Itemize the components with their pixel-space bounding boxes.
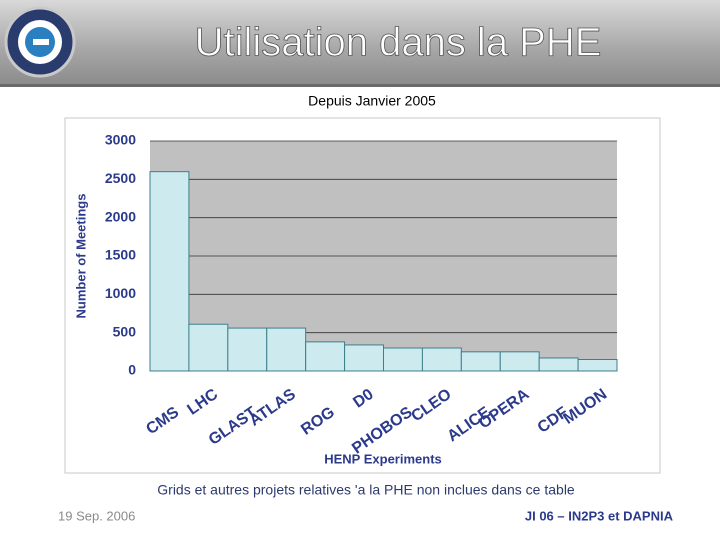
caption: Grids et autres projets relatives 'a la … [157, 482, 575, 498]
bar [499, 351, 540, 372]
bar [227, 327, 268, 372]
y-axis-title: Number of Meetings [73, 194, 88, 319]
bar [149, 171, 190, 372]
header-band [0, 0, 720, 84]
y-tick-label: 1000 [105, 285, 136, 301]
footer-date: 19 Sep. 2006 [58, 508, 135, 523]
y-tick-label: 3000 [105, 132, 136, 148]
bar [266, 327, 307, 372]
y-tick-label: 1500 [105, 247, 136, 263]
bar [305, 341, 346, 372]
slide-title: Utilisation dans la PHE [195, 21, 602, 65]
bar [188, 323, 229, 372]
bar [538, 357, 579, 372]
logo [4, 6, 76, 78]
x-axis-title: HENP Experiments [324, 451, 442, 466]
bar [344, 344, 385, 372]
bar [421, 347, 462, 372]
y-tick-label: 2500 [105, 170, 136, 186]
header-rule [0, 84, 720, 87]
y-tick-label: 2000 [105, 208, 136, 224]
bar [460, 351, 501, 372]
bar [383, 347, 423, 372]
y-tick-label: 0 [128, 362, 136, 378]
y-tick-label: 500 [113, 323, 137, 339]
chart-title: Depuis Janvier 2005 [308, 93, 436, 109]
bar [577, 359, 618, 372]
footer-credit: JI 06 – IN2P3 et DAPNIA [525, 508, 674, 523]
